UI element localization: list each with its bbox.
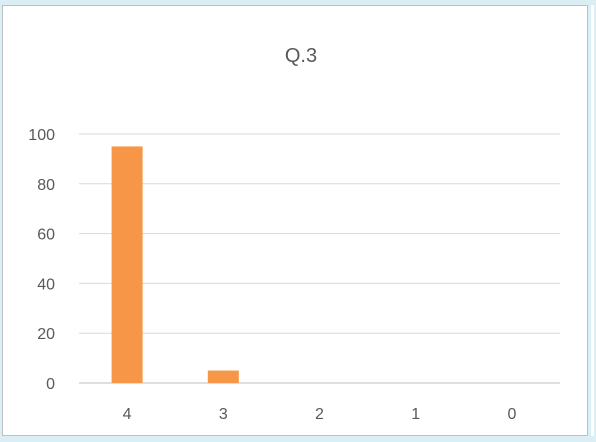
- y-tick-label: 60: [37, 227, 55, 244]
- y-tick-label: 80: [37, 177, 55, 194]
- chart-title: Q.3: [285, 45, 317, 67]
- x-axis-tick-labels: 4 3 2 1 0: [123, 406, 517, 423]
- bar: [111, 146, 143, 383]
- y-tick-label: 40: [37, 276, 55, 293]
- y-tick-label: 0: [46, 376, 55, 393]
- x-tick-label: 2: [315, 406, 324, 423]
- y-tick-label: 100: [28, 127, 55, 144]
- bar: [207, 370, 239, 383]
- x-tick-label: 4: [123, 406, 132, 423]
- y-axis-tick-labels: 0 20 40 60 80 100: [28, 127, 55, 393]
- gridlines: [79, 133, 560, 384]
- y-tick-label: 20: [37, 326, 55, 343]
- bars: [111, 146, 239, 383]
- bar-chart: Q.3 0 20 40 60 80 100 4 3 2 1 0: [28, 45, 560, 423]
- window-edge: [591, 5, 594, 436]
- x-tick-label: 3: [219, 406, 228, 423]
- chart-area: Q.3 0 20 40 60 80 100 4 3 2 1 0: [2, 5, 588, 436]
- x-tick-label: 1: [411, 406, 420, 423]
- x-tick-label: 0: [507, 406, 516, 423]
